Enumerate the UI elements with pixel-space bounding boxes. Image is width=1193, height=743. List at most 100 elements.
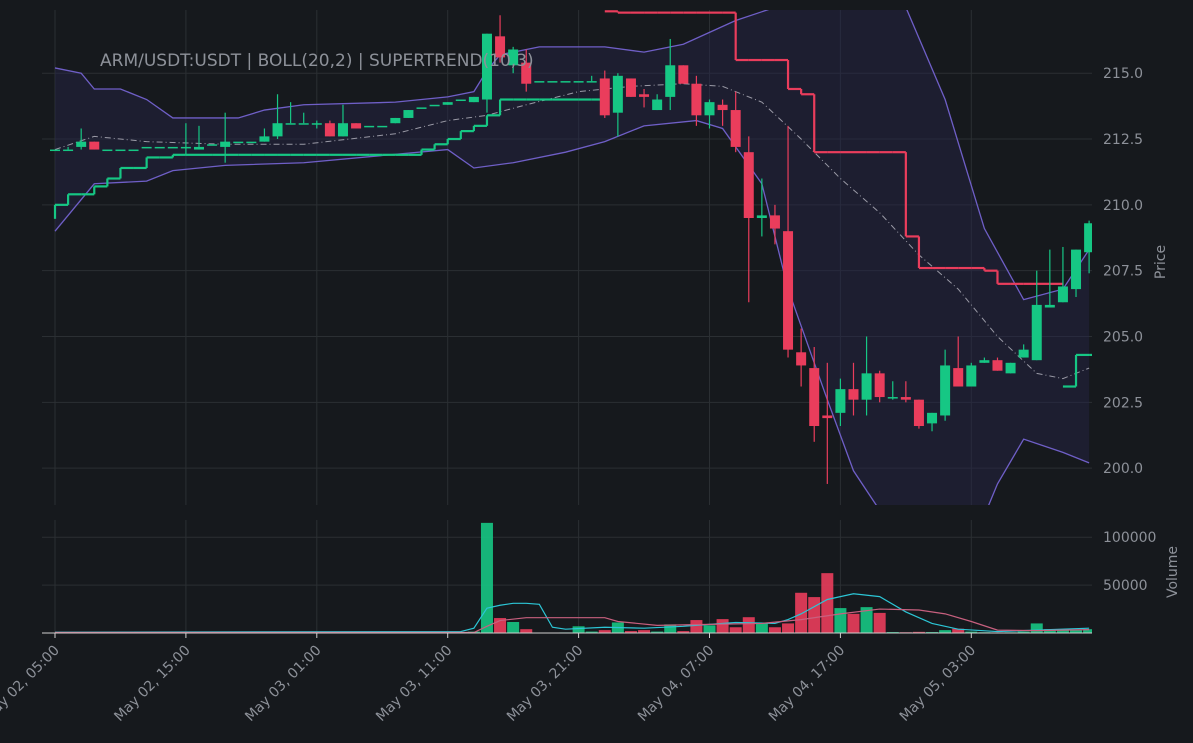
volume-bar <box>480 522 493 633</box>
volume-tick-label: 50000 <box>1103 578 1148 594</box>
volume-bar <box>638 630 651 633</box>
candle-body <box>1084 223 1092 253</box>
candle-body <box>89 141 100 150</box>
candle-body <box>887 397 898 399</box>
volume-bar <box>795 592 808 633</box>
x-tick-label: May 02, 15:00 <box>111 643 193 725</box>
candle-body <box>1005 362 1016 374</box>
volume-bar <box>1056 629 1069 633</box>
candle-body <box>76 141 87 147</box>
candle-body <box>351 123 362 129</box>
volume-bar <box>624 631 637 633</box>
candle-body <box>874 373 885 398</box>
candle-body <box>167 146 178 149</box>
candle-body <box>50 149 60 152</box>
volume-bar <box>742 617 755 633</box>
volume-bar <box>782 623 795 633</box>
volume-bar <box>677 631 690 633</box>
bollinger-fill <box>55 10 1090 505</box>
candle-body <box>180 146 191 149</box>
volume-tick-label: 100000 <box>1103 530 1156 546</box>
x-tick-label: May 03, 11:00 <box>373 643 455 725</box>
candle-body <box>927 412 938 424</box>
candle-body <box>691 83 702 116</box>
candle-body <box>233 141 244 144</box>
y-tick-label: 215.0 <box>1103 66 1143 82</box>
volume-bar <box>755 622 768 633</box>
candle-body <box>115 149 126 152</box>
candle-body <box>665 65 676 97</box>
volume-bar <box>965 631 978 633</box>
volume-bar <box>808 597 821 633</box>
candle-body <box>298 123 309 125</box>
candle-body <box>769 215 780 229</box>
chart-title: ARM/USDT:USDT | BOLL(20,2) | SUPERTREND(… <box>100 51 534 71</box>
volume-bar <box>847 613 860 633</box>
candle-body <box>809 368 820 427</box>
candle-body <box>468 96 479 103</box>
volume-bar <box>952 628 965 633</box>
volume-bar <box>834 608 847 633</box>
overlay-line <box>55 608 1090 633</box>
y-tick-label: 202.5 <box>1103 395 1143 411</box>
candle-body <box>63 149 74 152</box>
candle-body <box>612 75 623 113</box>
volume-bar <box>716 619 729 633</box>
candle-body <box>403 110 414 118</box>
candle-body <box>861 373 872 400</box>
volume-panel <box>49 522 1092 633</box>
x-tick-label: May 02, 05:00 <box>0 643 63 725</box>
candle-body <box>586 81 597 83</box>
volume-bar <box>598 630 611 633</box>
candle-body <box>639 94 650 97</box>
candle-body <box>979 360 990 363</box>
volume-bar <box>1030 623 1043 633</box>
candle-body <box>848 389 859 400</box>
volume-bar <box>1043 629 1056 633</box>
candle-body <box>1018 349 1029 358</box>
volume-bar <box>520 629 533 633</box>
candle-body <box>193 146 204 150</box>
candle-body <box>1031 304 1042 361</box>
candle-body <box>573 81 584 83</box>
candle-body <box>154 146 165 149</box>
volume-bar <box>873 612 886 633</box>
candle-body <box>783 231 794 350</box>
candle-body <box>285 123 296 125</box>
candle-body <box>272 123 283 137</box>
candle-body <box>822 415 833 419</box>
overlay-line <box>54 593 1090 633</box>
candle-body <box>940 365 951 416</box>
volume-bar <box>703 625 716 633</box>
candle-body <box>678 65 689 84</box>
candle-body <box>141 146 152 149</box>
y-axis-label: Price <box>1153 245 1169 279</box>
volume-bar <box>821 573 834 633</box>
candle-body <box>966 365 977 387</box>
candle-body <box>207 144 218 146</box>
candle-body <box>455 99 466 102</box>
candle-body <box>416 107 427 109</box>
y-tick-label: 200.0 <box>1103 461 1143 477</box>
candle-body <box>495 36 506 58</box>
candle-body <box>1044 304 1055 308</box>
volume-bar <box>768 627 781 633</box>
price-panel <box>50 10 1092 505</box>
candle-body <box>730 110 741 147</box>
overlay-line <box>54 83 1090 380</box>
x-tick-label: May 04, 07:00 <box>635 643 717 725</box>
candle-body <box>102 149 113 152</box>
candle-body <box>246 141 257 144</box>
candle-body <box>481 33 492 100</box>
x-tick-label: May 03, 01:00 <box>242 643 324 725</box>
candle-body <box>756 215 767 219</box>
candle-body <box>704 102 715 116</box>
candle-body <box>377 125 388 128</box>
candle-body <box>390 117 401 124</box>
candle-body <box>128 149 139 152</box>
y-tick-label: 210.0 <box>1103 198 1143 214</box>
candle-body <box>900 397 911 400</box>
candle-body <box>1071 249 1082 290</box>
